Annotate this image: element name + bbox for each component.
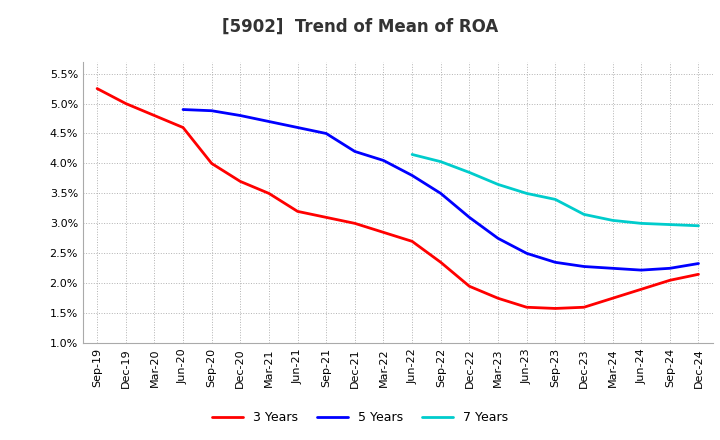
Line: 5 Years: 5 Years <box>183 110 698 270</box>
3 Years <box>665 278 674 283</box>
7 Years <box>494 182 503 187</box>
5 Years <box>580 264 588 269</box>
3 Years <box>551 306 559 311</box>
3 Years <box>637 286 646 292</box>
5 Years <box>551 260 559 265</box>
7 Years <box>551 197 559 202</box>
5 Years <box>265 119 274 124</box>
Text: [5902]  Trend of Mean of ROA: [5902] Trend of Mean of ROA <box>222 18 498 36</box>
5 Years <box>637 268 646 273</box>
5 Years <box>608 266 617 271</box>
7 Years <box>665 222 674 227</box>
3 Years <box>580 304 588 310</box>
5 Years <box>436 191 445 196</box>
3 Years <box>494 296 503 301</box>
5 Years <box>694 261 703 266</box>
3 Years <box>322 215 330 220</box>
3 Years <box>122 101 130 106</box>
7 Years <box>694 223 703 228</box>
3 Years <box>379 230 388 235</box>
5 Years <box>465 215 474 220</box>
7 Years <box>522 191 531 196</box>
3 Years <box>265 191 274 196</box>
Line: 3 Years: 3 Years <box>97 88 698 308</box>
5 Years <box>236 113 245 118</box>
3 Years <box>236 179 245 184</box>
5 Years <box>522 251 531 256</box>
3 Years <box>207 161 216 166</box>
Line: 7 Years: 7 Years <box>412 154 698 226</box>
5 Years <box>379 158 388 163</box>
5 Years <box>322 131 330 136</box>
7 Years <box>408 152 416 157</box>
3 Years <box>465 284 474 289</box>
7 Years <box>580 212 588 217</box>
3 Years <box>408 239 416 244</box>
3 Years <box>608 296 617 301</box>
7 Years <box>637 221 646 226</box>
7 Years <box>436 159 445 164</box>
3 Years <box>150 113 158 118</box>
3 Years <box>694 271 703 277</box>
3 Years <box>93 86 102 91</box>
5 Years <box>351 149 359 154</box>
3 Years <box>293 209 302 214</box>
Legend: 3 Years, 5 Years, 7 Years: 3 Years, 5 Years, 7 Years <box>207 407 513 429</box>
5 Years <box>494 236 503 241</box>
7 Years <box>465 170 474 175</box>
5 Years <box>293 125 302 130</box>
3 Years <box>522 304 531 310</box>
3 Years <box>436 260 445 265</box>
7 Years <box>608 218 617 223</box>
3 Years <box>351 221 359 226</box>
5 Years <box>179 107 187 112</box>
5 Years <box>408 173 416 178</box>
5 Years <box>207 108 216 114</box>
3 Years <box>179 125 187 130</box>
5 Years <box>665 266 674 271</box>
